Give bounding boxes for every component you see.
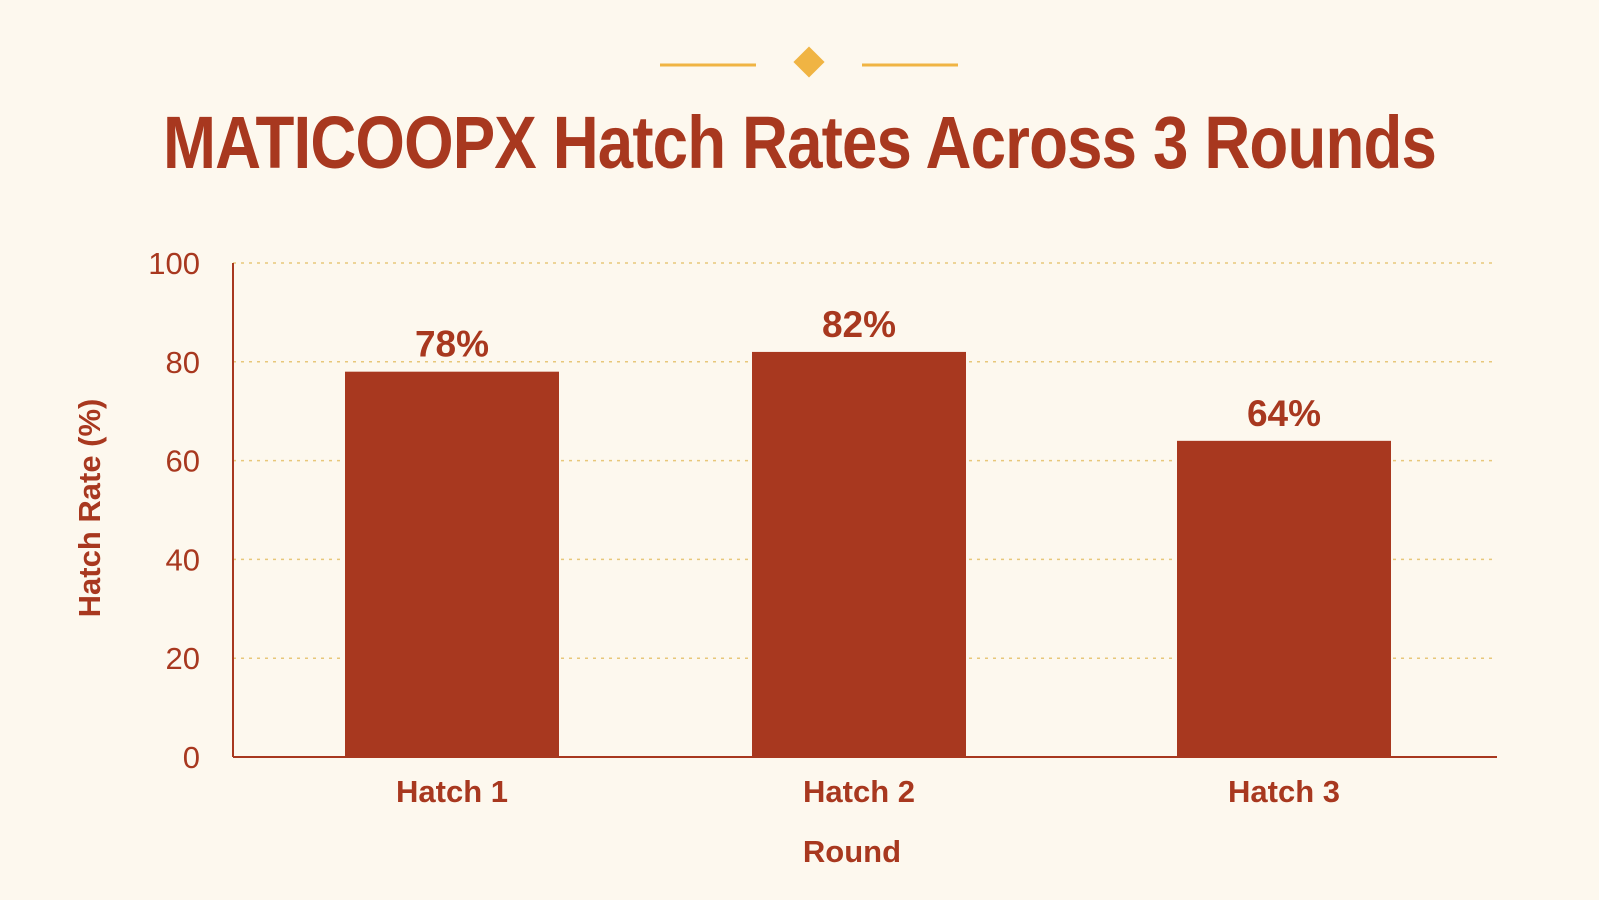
x-tick-label: Hatch 2 — [803, 774, 915, 809]
data-label: 78% — [415, 324, 489, 365]
x-tick-label: Hatch 3 — [1228, 774, 1340, 809]
title-ornament — [660, 46, 958, 78]
labels: 0 20 40 60 80 100 78% Hatch 1 82% Hatch 2 64% Hatch… — [148, 246, 1340, 809]
bar — [752, 351, 966, 757]
y-tick-label: 80 — [166, 345, 200, 380]
y-axis-title: Hatch Rate (%) — [72, 399, 107, 618]
y-tick-label: 20 — [166, 641, 200, 676]
bars — [345, 351, 1391, 757]
y-tick-label: 40 — [166, 542, 200, 577]
x-axis-title: Round — [803, 834, 901, 869]
y-tick-label: 100 — [148, 246, 200, 281]
chart-title: MATICOOPX Hatch Rates Across 3 Rounds — [162, 101, 1437, 184]
data-label: 82% — [822, 304, 896, 345]
axes — [232, 263, 1497, 758]
data-label: 64% — [1247, 393, 1321, 434]
bar — [1177, 440, 1391, 757]
y-tick-label: 0 — [183, 740, 200, 775]
x-tick-label: Hatch 1 — [396, 774, 508, 809]
bar — [345, 371, 559, 757]
y-tick-label: 60 — [166, 444, 200, 479]
